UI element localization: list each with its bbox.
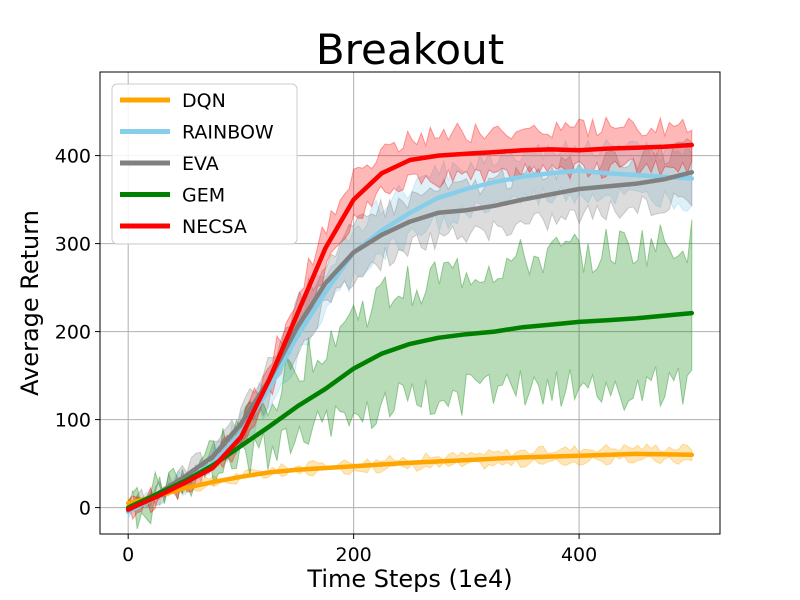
legend-label-gem: GEM xyxy=(182,185,225,207)
y-axis-label: Average Return xyxy=(16,210,44,396)
legend: DQN RAINBOW EVA GEM NECSA xyxy=(111,83,298,245)
chart-title: Breakout xyxy=(316,25,504,74)
legend-label-dqn: DQN xyxy=(182,90,226,112)
legend-label-necsa: NECSA xyxy=(182,216,247,238)
dqn-band xyxy=(127,443,693,507)
legend-label-rainbow: RAINBOW xyxy=(182,122,274,144)
axis-ticks: 0 200 400 0 100 200 300 400 xyxy=(55,146,597,566)
eva-line xyxy=(125,170,695,513)
x-tick-label: 0 xyxy=(122,544,134,566)
y-tick-label: 300 xyxy=(55,234,91,256)
y-tick-label: 0 xyxy=(79,498,91,520)
necsa-line xyxy=(125,142,695,512)
gem-band xyxy=(127,219,693,530)
x-tick-label: 200 xyxy=(336,544,372,566)
plot-frame xyxy=(99,71,721,535)
rainbow-line xyxy=(125,168,695,515)
y-tick-label: 200 xyxy=(55,322,91,344)
x-tick-label: 400 xyxy=(561,544,597,566)
y-tick-label: 100 xyxy=(55,410,91,432)
y-tick-label: 400 xyxy=(55,146,91,168)
x-axis-label: Time Steps (1e4) xyxy=(306,565,512,593)
legend-label-eva: EVA xyxy=(182,153,219,175)
legend-box xyxy=(111,83,298,245)
series-lines xyxy=(125,142,695,515)
dqn-line xyxy=(125,451,695,506)
